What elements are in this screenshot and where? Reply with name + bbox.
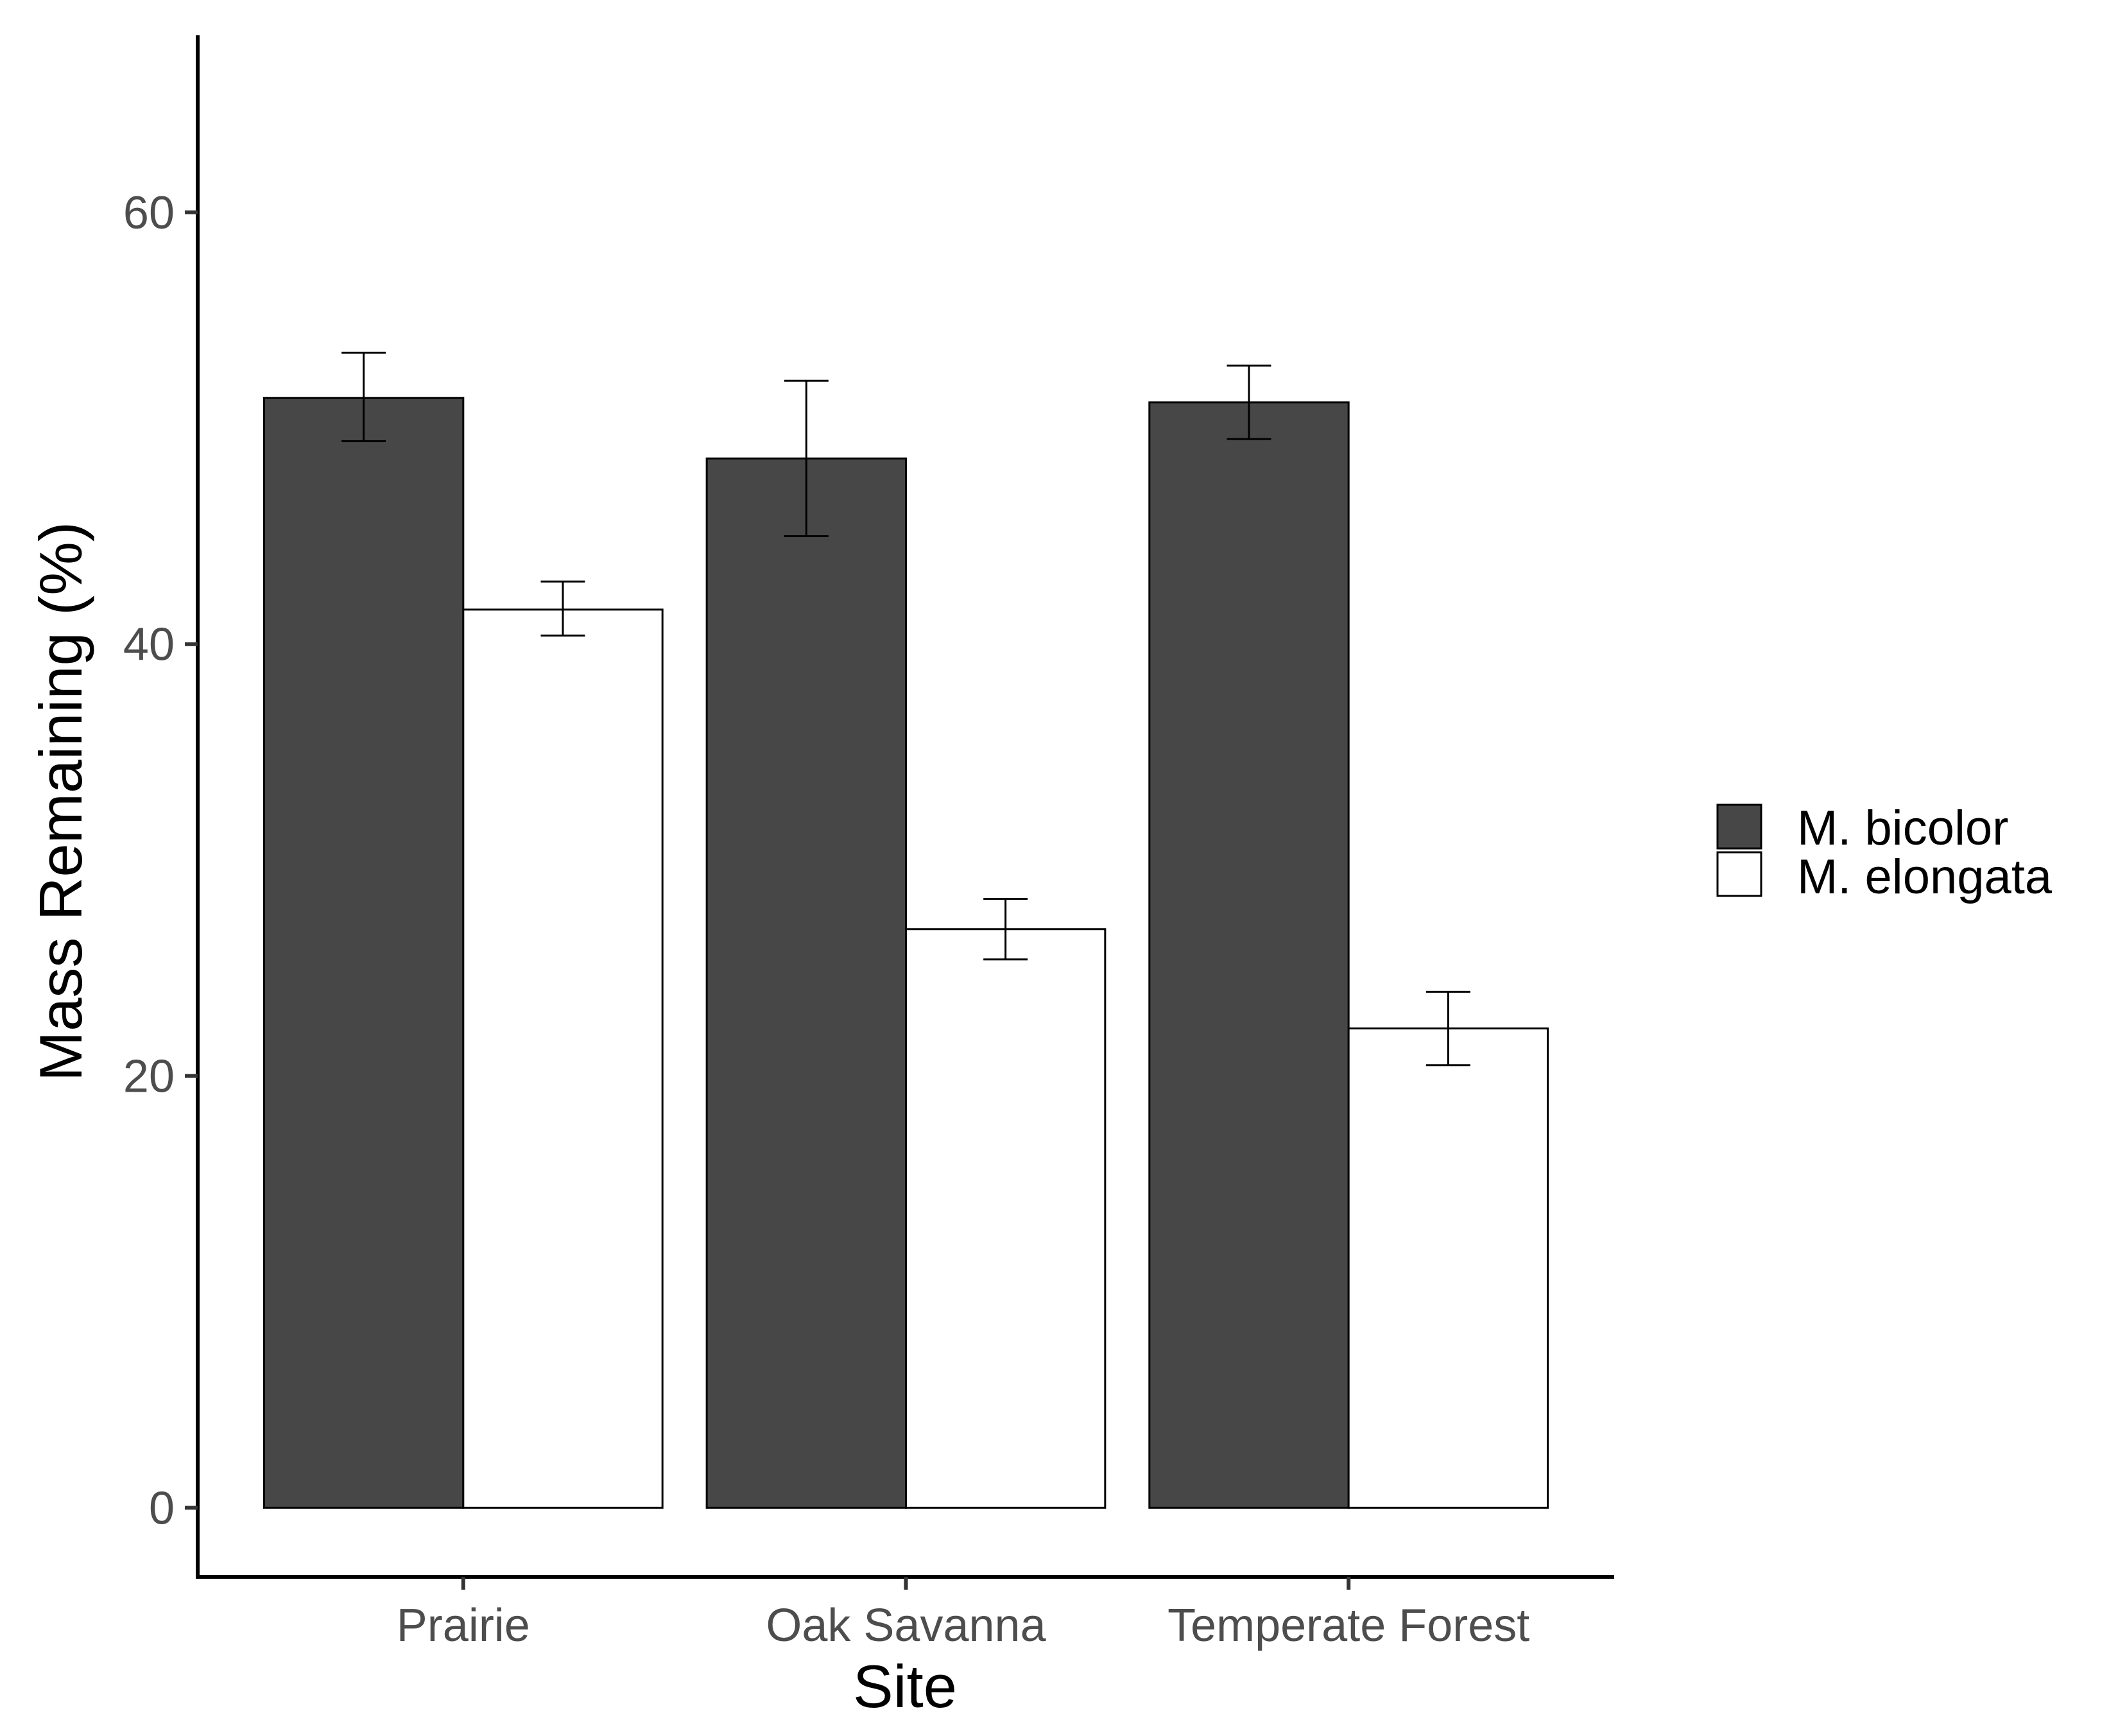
legend-key-m-elongata [1716,851,1762,897]
bar-m-elongata-oak-savanna [905,928,1106,1509]
bar-m-elongata-prairie [462,608,664,1509]
y-tick-label: 0 [149,1482,175,1534]
y-tick-label: 60 [123,187,175,239]
error-bar-m-bicolor-prairie [341,352,386,442]
legend-label-m-elongata: M. elongata [1797,850,2053,904]
y-tick-label: 20 [123,1051,175,1103]
bar-m-bicolor-prairie [263,397,465,1509]
error-bar-m-elongata-oak-savanna [983,898,1028,961]
error-bar-m-elongata-prairie [540,580,585,637]
error-bars-layer [341,352,1470,1067]
x-tick-label: Prairie [397,1600,530,1651]
legend: M. bicolor M. elongata [1716,801,2053,904]
y-tick-label: 40 [123,619,175,671]
bar-m-bicolor-oak-savanna [705,457,907,1509]
ticks-layer: 0 20 40 60 Prairie Oak Savanna Temperate Fores… [123,187,1529,1651]
bar-m-elongata-temperate-forest [1347,1027,1549,1509]
y-axis-title: Mass Remaining (%) [27,522,94,1081]
error-bar-m-bicolor-oak-savanna [784,379,829,537]
error-bar-m-bicolor-temperate-forest [1227,365,1271,440]
legend-label-m-bicolor: M. bicolor [1797,801,2008,855]
x-tick-label: Oak Savanna [766,1600,1046,1651]
bar-m-bicolor-temperate-forest [1148,401,1350,1509]
bars-layer [263,397,1549,1509]
legend-key-m-bicolor [1716,804,1762,850]
error-bar-m-elongata-temperate-forest [1425,990,1470,1067]
x-axis-title: Site [853,1653,957,1720]
x-tick-label: Temperate Forest [1167,1600,1529,1651]
